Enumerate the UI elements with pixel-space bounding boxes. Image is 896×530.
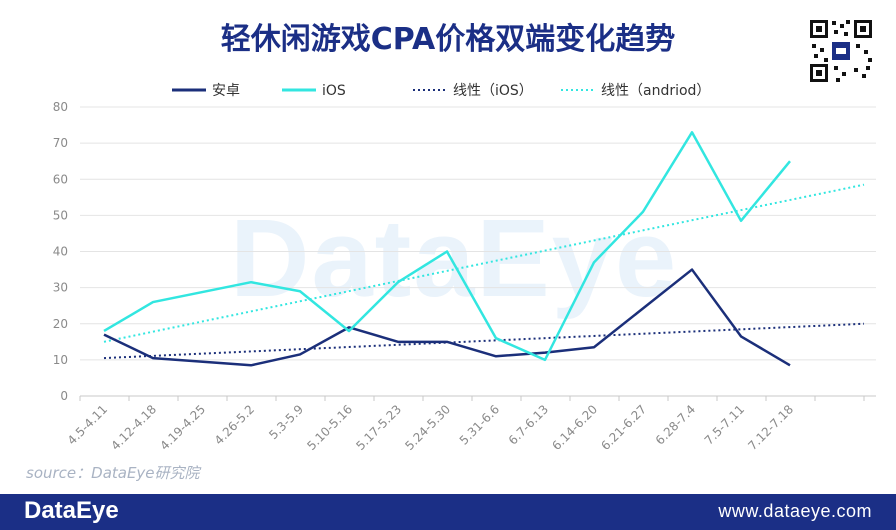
y-tick-label: 20 xyxy=(53,317,68,331)
y-tick-label: 30 xyxy=(53,281,68,295)
trendline-1 xyxy=(103,183,865,343)
x-tick-label: 4.12-4.18 xyxy=(108,402,159,453)
legend: 安卓 iOS 线性（iOS） 线性（andriod） xyxy=(172,83,710,99)
y-tick-label: 40 xyxy=(53,245,68,259)
series-line-0 xyxy=(103,268,791,367)
x-tick-label: 6.21-6.27 xyxy=(598,402,649,453)
watermark: DataEye xyxy=(230,197,679,320)
legend-label: 线性（andriod） xyxy=(601,83,710,99)
x-tick-label: 6.14-6.20 xyxy=(549,402,600,453)
x-tick-label: 7.5-7.11 xyxy=(702,402,747,447)
x-tick-label: 5.10-5.16 xyxy=(304,402,355,453)
x-tick-label: 5.3-5.9 xyxy=(266,402,306,442)
chart-title: 轻休闲游戏CPA价格双端变化趋势 xyxy=(220,22,676,57)
trendlines xyxy=(103,183,865,360)
series-lines xyxy=(103,131,791,367)
y-tick-label: 0 xyxy=(60,389,68,403)
y-tick-label: 60 xyxy=(53,172,68,186)
series-line-1 xyxy=(103,131,791,362)
x-tick-label: 4.5-4.11 xyxy=(65,402,110,447)
footer-website: www.dataeye.com xyxy=(718,501,872,521)
y-tick-label: 10 xyxy=(53,353,68,367)
x-tick-label: 5.31-6.6 xyxy=(457,402,502,447)
x-tick-label: 4.19-4.25 xyxy=(157,402,208,453)
x-tick-label: 6.7-6.13 xyxy=(506,402,551,447)
y-tick-label: 70 xyxy=(53,136,68,150)
source-note: source：DataEye研究院 xyxy=(26,464,200,482)
x-tick-label: 6.28-7.4 xyxy=(653,402,698,447)
line-chart: 0 10 20 30 40 50 60 70 80 4.5-4.114.12-4.184.19-… xyxy=(53,83,876,453)
legend-label: iOS xyxy=(322,83,346,99)
grid-lines xyxy=(80,106,876,397)
x-axis-ticks: 4.5-4.114.12-4.184.19-4.25 4.26-5.2 5.3-5.… xyxy=(65,396,865,453)
x-tick-label: 5.17-5.23 xyxy=(353,402,404,453)
y-axis-ticks: 0 10 20 30 40 50 60 70 80 xyxy=(53,100,68,403)
legend-label: 安卓 xyxy=(212,83,240,99)
footer-bar: DataEye www.dataeye.com xyxy=(0,494,896,530)
legend-label: 线性（iOS） xyxy=(453,83,533,99)
y-tick-label: 80 xyxy=(53,100,68,114)
y-tick-label: 50 xyxy=(53,208,68,222)
x-tick-label: 5.24-5.30 xyxy=(402,402,453,453)
qr-code-icon xyxy=(808,18,874,84)
footer-brand-logo: DataEye xyxy=(24,497,119,524)
x-tick-label: 4.26-5.2 xyxy=(212,402,257,447)
trendline-0 xyxy=(103,322,865,360)
x-tick-label: 7.12-7.18 xyxy=(745,402,796,453)
